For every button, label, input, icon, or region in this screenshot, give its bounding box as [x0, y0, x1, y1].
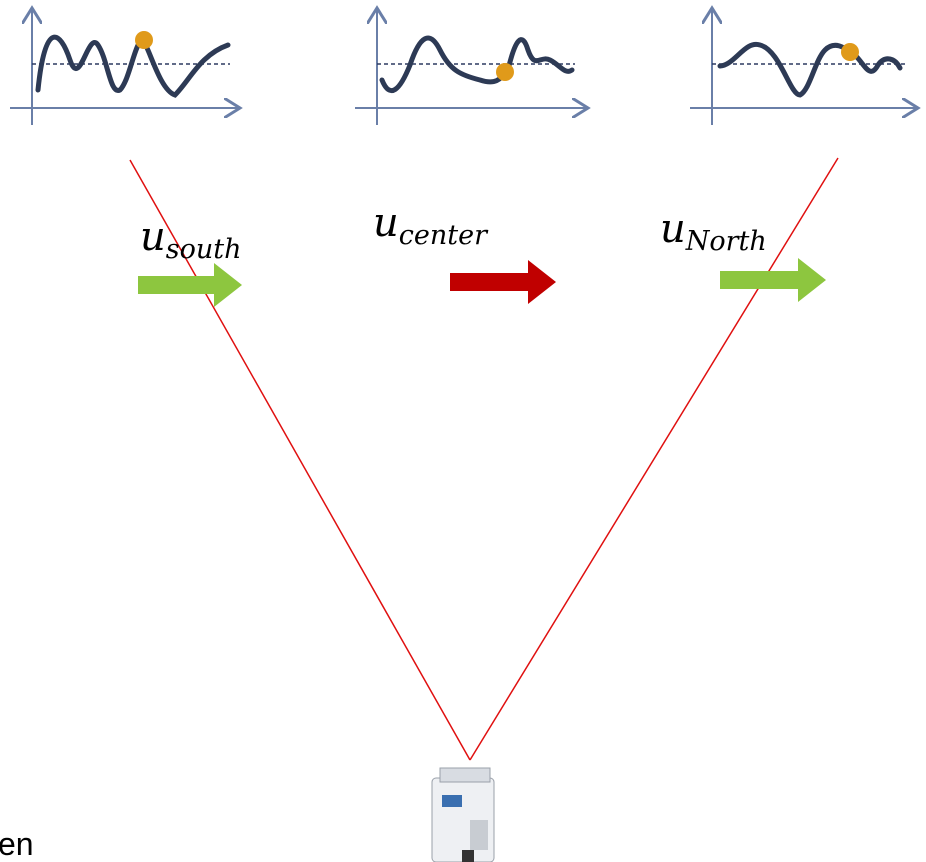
- mini-plot: [10, 8, 240, 125]
- mini-plot: [690, 8, 918, 125]
- label-sub: North: [685, 226, 767, 257]
- beam: [470, 158, 838, 760]
- arrow: [450, 260, 556, 304]
- arrow: [138, 263, 242, 307]
- label: uNorth: [660, 206, 767, 257]
- label-sub: center: [399, 220, 489, 251]
- footer-text: en: [0, 826, 34, 862]
- label-base: u: [373, 200, 399, 246]
- label-base: u: [660, 206, 686, 252]
- label: ucenter: [373, 200, 489, 251]
- label-sub: south: [166, 234, 242, 265]
- mini-plot: [355, 8, 588, 125]
- label: usouth: [140, 214, 242, 265]
- device: [432, 768, 494, 862]
- slide: usouth ucenter uNorth en: [0, 0, 926, 862]
- label-base: u: [140, 214, 166, 260]
